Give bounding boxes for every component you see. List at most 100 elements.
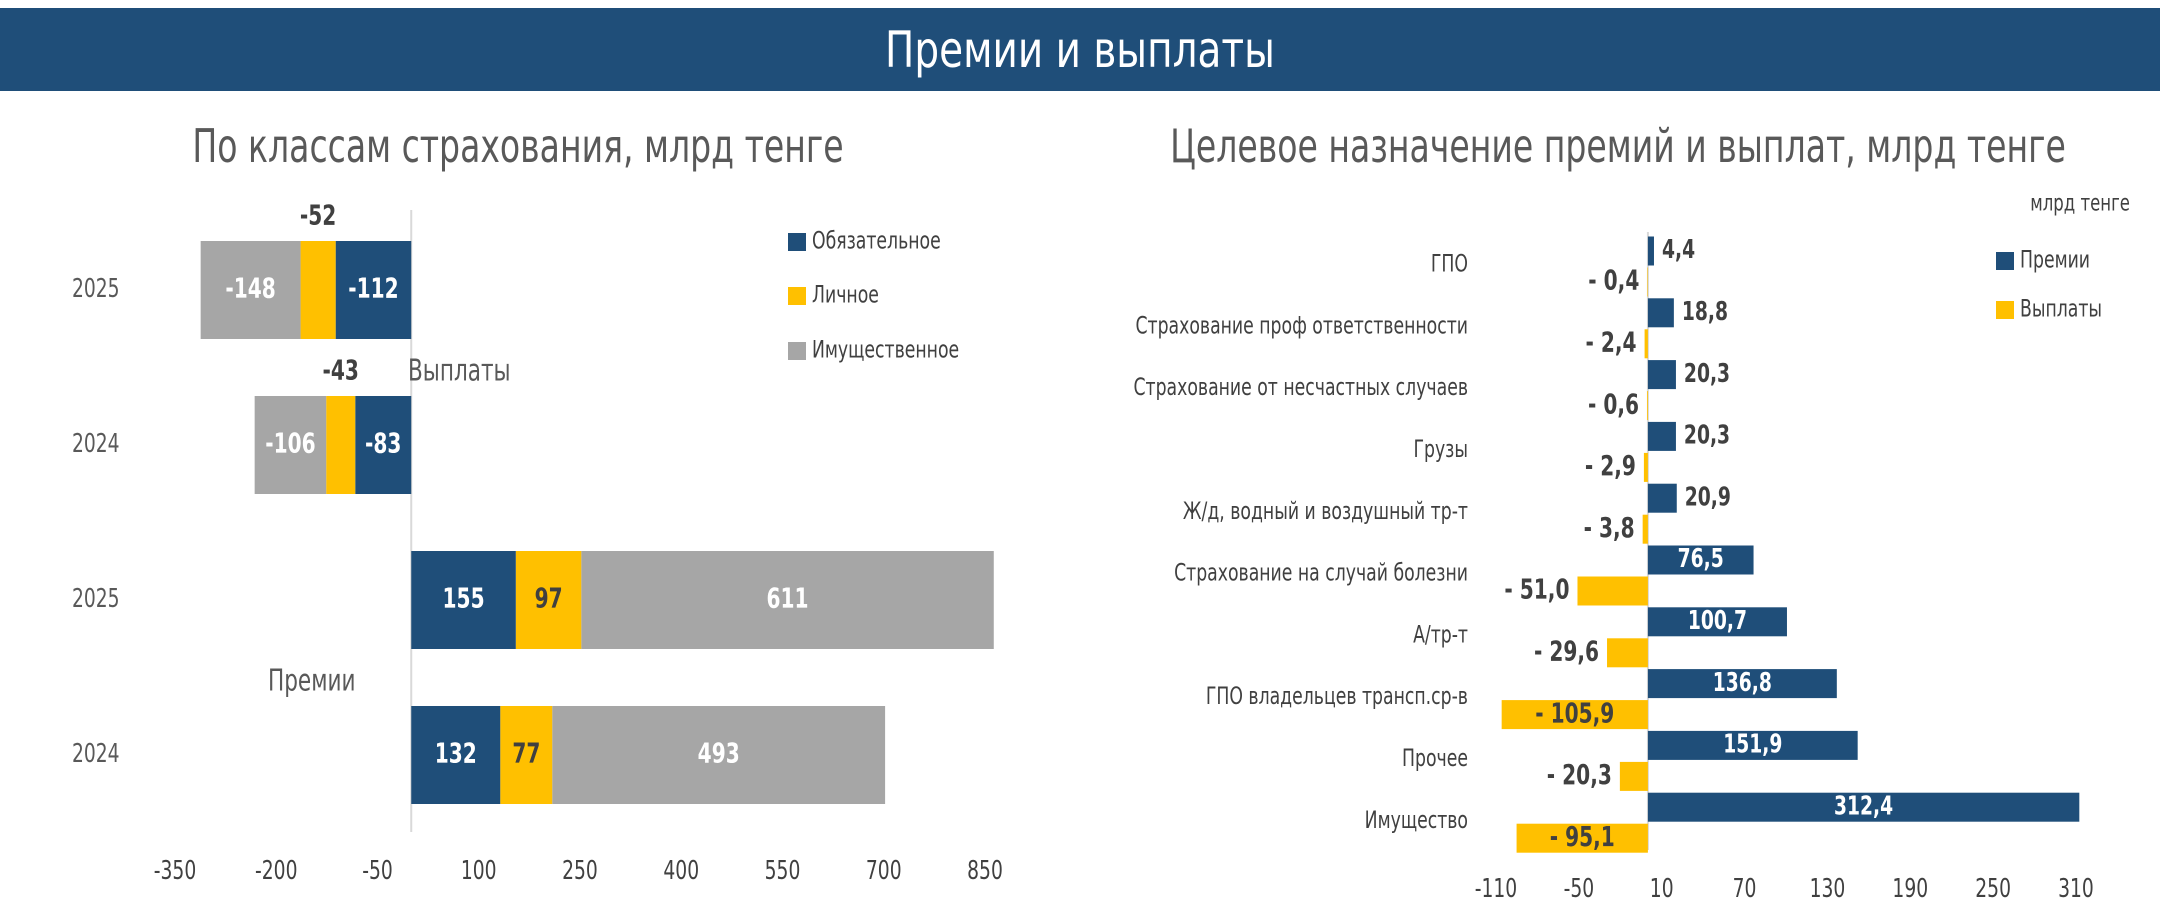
category-label: Грузы bbox=[1413, 436, 1468, 464]
bar-premium bbox=[1647, 545, 1754, 575]
unit-note: млрд тенге bbox=[2030, 190, 2130, 217]
category-label: Ж/д, водный и воздушный тр-т bbox=[1183, 498, 1468, 526]
bar-segment bbox=[411, 706, 501, 804]
bar-payout bbox=[1647, 267, 1648, 297]
data-label-payout: - 20,3 bbox=[1547, 758, 1612, 791]
bar-payout bbox=[1516, 823, 1648, 853]
data-label: 493 bbox=[698, 736, 740, 769]
row-label: 2025 bbox=[72, 273, 120, 304]
bar-payout bbox=[1643, 452, 1648, 482]
bar-segment bbox=[552, 706, 886, 804]
data-label-payout: - 95,1 bbox=[1550, 819, 1615, 852]
bar-payout bbox=[1607, 638, 1648, 668]
bar-segment bbox=[254, 396, 327, 494]
chart-title: По классам страхования, млрд тенге bbox=[192, 119, 843, 173]
bar-premium bbox=[1647, 298, 1674, 328]
chart-title: Целевое назначение премий и выплат, млрд… bbox=[1170, 119, 2066, 173]
bar-payout bbox=[1619, 761, 1648, 791]
x-tick-label: 70 bbox=[1733, 873, 1757, 904]
data-label: -112 bbox=[348, 271, 398, 304]
data-label-premium: 18,8 bbox=[1682, 296, 1728, 327]
data-label-payout: - 51,0 bbox=[1504, 572, 1569, 605]
data-label-premium: 76,5 bbox=[1678, 543, 1724, 574]
group-label-payouts: Выплаты bbox=[408, 354, 511, 388]
data-label: -106 bbox=[265, 426, 315, 459]
legend-swatch bbox=[1996, 301, 2014, 319]
data-label: -43 bbox=[323, 353, 359, 386]
x-tick-label: 190 bbox=[1892, 873, 1928, 904]
bar-premium bbox=[1647, 792, 2080, 822]
chart-insurance-classes: По классам страхования, млрд тенге 2025 -1… bbox=[72, 119, 1003, 886]
row-label: 2024 bbox=[72, 428, 120, 459]
data-label: 97 bbox=[535, 581, 563, 614]
legend-label: Выплаты bbox=[2020, 296, 2102, 324]
data-label: -83 bbox=[365, 426, 401, 459]
x-tick-label: -200 bbox=[255, 855, 297, 886]
category-label: ГПО bbox=[1431, 251, 1468, 279]
data-label-premium: 100,7 bbox=[1688, 605, 1747, 636]
bar-premium bbox=[1647, 669, 1837, 699]
page-title: Премии и выплаты bbox=[885, 20, 1275, 79]
x-tick-label: 310 bbox=[2058, 873, 2094, 904]
legend-label: Имущественное bbox=[812, 337, 959, 365]
data-label-premium: 136,8 bbox=[1713, 666, 1772, 697]
data-label: -148 bbox=[225, 271, 275, 304]
x-tick-label: -350 bbox=[154, 855, 196, 886]
bar-segment bbox=[355, 396, 412, 494]
x-tick-label: 100 bbox=[461, 855, 497, 886]
bar-payout bbox=[1647, 391, 1648, 421]
data-label: 611 bbox=[767, 581, 809, 614]
category-label: А/тр-т bbox=[1413, 621, 1468, 649]
bar-premium bbox=[1647, 421, 1676, 451]
bar-payout bbox=[1644, 329, 1648, 359]
legend-swatch bbox=[788, 287, 806, 305]
category-label: ГПО владельцев трансп.ср-в bbox=[1206, 683, 1468, 711]
x-tick-label: 850 bbox=[967, 855, 1003, 886]
data-label-payout: - 105,9 bbox=[1535, 696, 1614, 729]
x-tick-label: 130 bbox=[1810, 873, 1846, 904]
row-label: 2024 bbox=[72, 738, 120, 769]
x-tick-label: 550 bbox=[765, 855, 801, 886]
data-label-payout: - 2,9 bbox=[1585, 449, 1636, 482]
bar-premium bbox=[1647, 730, 1858, 760]
data-label-premium: 20,9 bbox=[1685, 481, 1731, 512]
data-label-payout: - 0,4 bbox=[1588, 263, 1639, 296]
category-label: Страхование на случай болезни bbox=[1174, 560, 1468, 588]
data-label: 155 bbox=[443, 581, 485, 614]
bar-payout bbox=[1501, 700, 1648, 730]
bar-segment bbox=[300, 241, 336, 339]
x-tick-label: 700 bbox=[866, 855, 902, 886]
data-label-premium: 20,3 bbox=[1684, 357, 1730, 388]
bar-segment bbox=[500, 706, 553, 804]
bar-segment bbox=[326, 396, 356, 494]
bar-premium bbox=[1647, 360, 1676, 390]
legend-swatch bbox=[1996, 252, 2014, 270]
bar-segment bbox=[411, 551, 516, 649]
data-label-payout: - 0,6 bbox=[1588, 387, 1639, 420]
legend-label: Премии bbox=[2020, 247, 2090, 275]
legend-swatch bbox=[788, 342, 806, 360]
bar-segment bbox=[515, 551, 582, 649]
x-tick-label: 400 bbox=[663, 855, 699, 886]
bar-payout bbox=[1577, 576, 1648, 606]
legend-label: Обязательное bbox=[812, 228, 941, 256]
bar-premium bbox=[1647, 607, 1787, 637]
bar-segment bbox=[335, 241, 412, 339]
x-tick-label: 250 bbox=[1975, 873, 2011, 904]
bar-premium bbox=[1647, 236, 1654, 266]
x-tick-label: -50 bbox=[362, 855, 393, 886]
data-label-payout: - 29,6 bbox=[1534, 634, 1599, 667]
chart-purpose-premiums-payouts: Целевое назначение премий и выплат, млрд… bbox=[1133, 119, 2130, 904]
x-tick-label: -110 bbox=[1475, 873, 1517, 904]
data-label-premium: 20,3 bbox=[1684, 419, 1730, 450]
x-tick-label: 10 bbox=[1650, 873, 1674, 904]
group-label-premiums: Премии bbox=[268, 664, 356, 698]
data-label-premium: 151,9 bbox=[1723, 728, 1782, 759]
x-tick-label: 250 bbox=[562, 855, 598, 886]
data-label-premium: 312,4 bbox=[1834, 790, 1893, 821]
category-label: Имущество bbox=[1365, 807, 1468, 835]
data-label-payout: - 3,8 bbox=[1584, 510, 1635, 543]
bar-premium bbox=[1647, 483, 1677, 513]
data-label-payout: - 2,4 bbox=[1586, 325, 1637, 358]
page-banner: Премии и выплаты bbox=[0, 8, 2160, 91]
